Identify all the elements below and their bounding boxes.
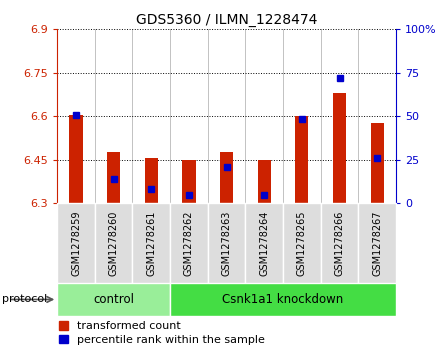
Legend: transformed count, percentile rank within the sample: transformed count, percentile rank withi… bbox=[59, 321, 264, 345]
Bar bbox=[246, 203, 283, 283]
Bar bbox=[182, 160, 195, 203]
Bar bbox=[57, 283, 170, 316]
Text: GSM1278261: GSM1278261 bbox=[147, 211, 156, 276]
Text: GSM1278262: GSM1278262 bbox=[184, 211, 194, 276]
Bar bbox=[145, 158, 158, 203]
Bar bbox=[107, 152, 120, 203]
Bar bbox=[258, 160, 271, 203]
Text: GSM1278264: GSM1278264 bbox=[259, 211, 269, 276]
Bar bbox=[70, 115, 83, 203]
Bar bbox=[321, 203, 358, 283]
Text: GSM1278259: GSM1278259 bbox=[71, 211, 81, 276]
Text: GSM1278260: GSM1278260 bbox=[109, 211, 119, 276]
Text: GSM1278266: GSM1278266 bbox=[334, 211, 345, 276]
Title: GDS5360 / ILMN_1228474: GDS5360 / ILMN_1228474 bbox=[136, 13, 317, 26]
Bar bbox=[283, 203, 321, 283]
Bar bbox=[333, 93, 346, 203]
Text: control: control bbox=[93, 293, 134, 306]
Text: protocol: protocol bbox=[2, 294, 48, 305]
Text: GSM1278263: GSM1278263 bbox=[222, 211, 231, 276]
Bar bbox=[220, 152, 233, 203]
Bar bbox=[95, 203, 132, 283]
Bar bbox=[295, 116, 308, 203]
Bar bbox=[370, 123, 384, 203]
Bar bbox=[358, 203, 396, 283]
Text: Csnk1a1 knockdown: Csnk1a1 knockdown bbox=[223, 293, 344, 306]
Text: GSM1278267: GSM1278267 bbox=[372, 211, 382, 276]
Bar bbox=[170, 283, 396, 316]
Bar bbox=[208, 203, 246, 283]
Text: GSM1278265: GSM1278265 bbox=[297, 211, 307, 276]
Bar bbox=[170, 203, 208, 283]
Bar bbox=[57, 203, 95, 283]
Bar bbox=[132, 203, 170, 283]
